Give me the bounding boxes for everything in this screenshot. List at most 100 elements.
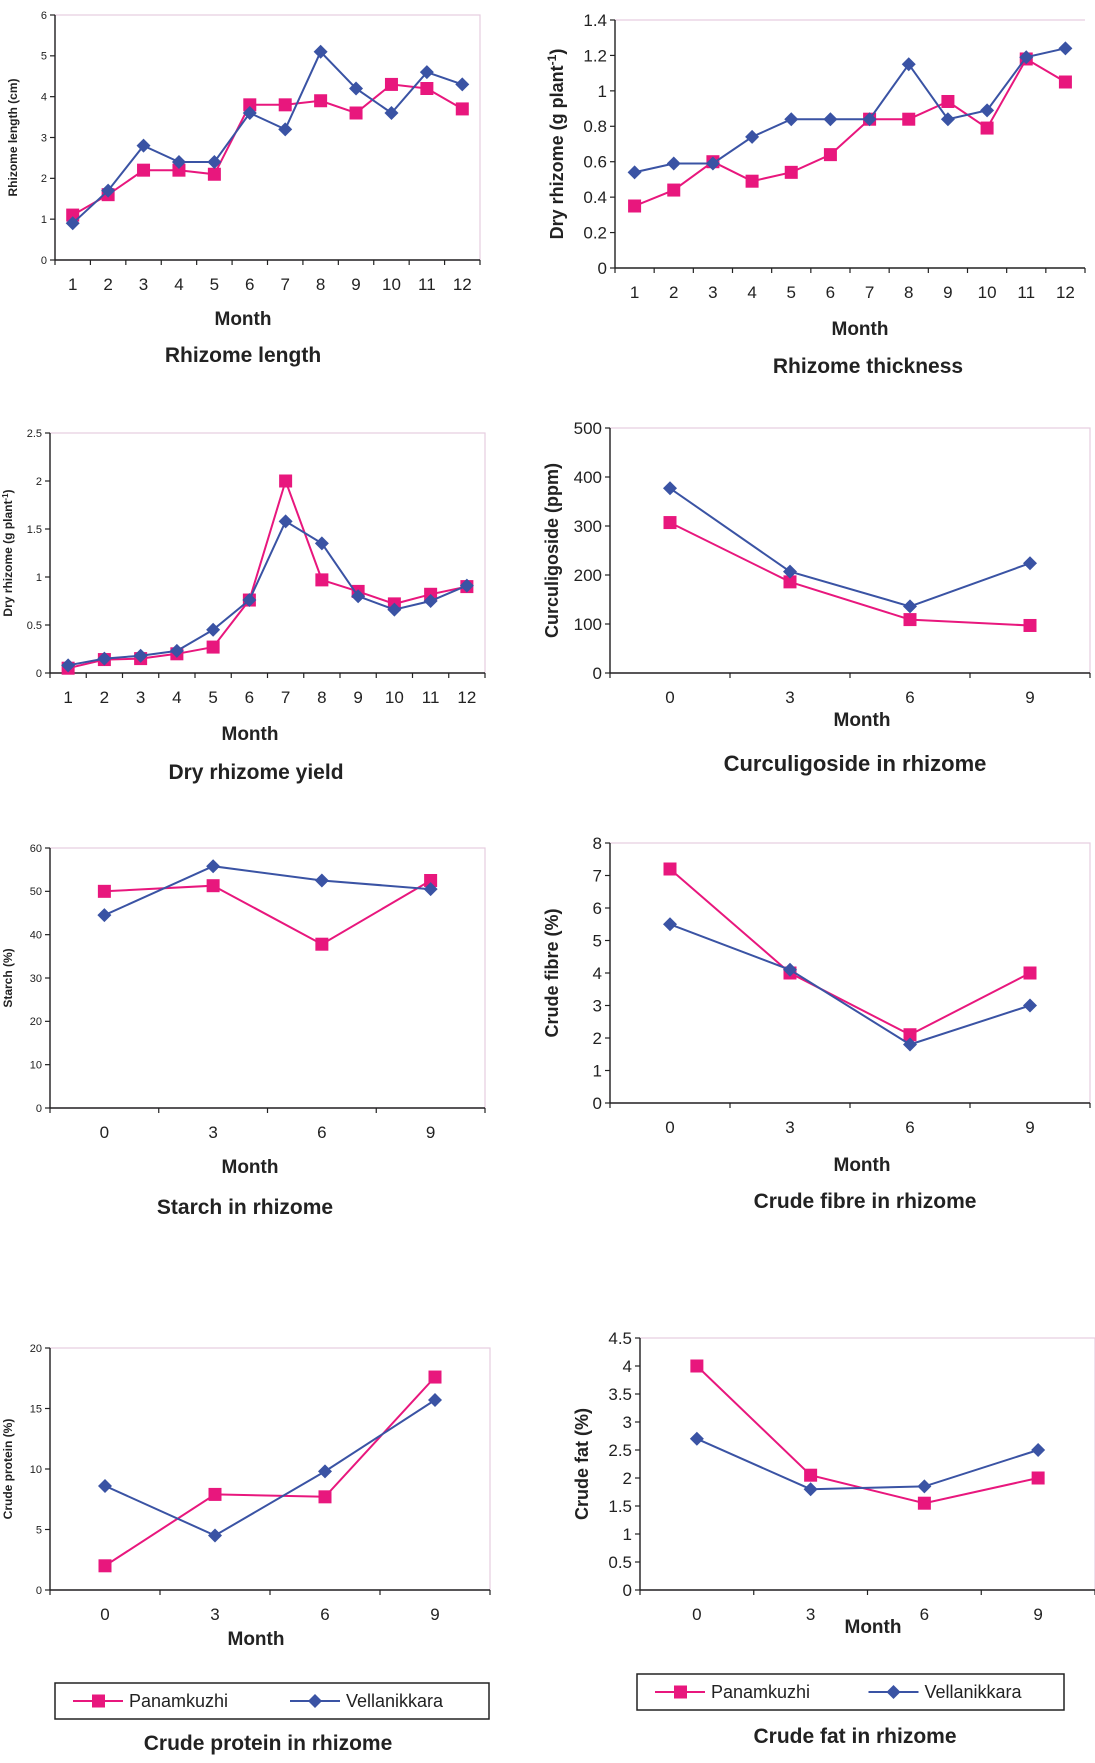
x-axis-label: Month: [834, 710, 891, 731]
x-tick-label: 9: [943, 283, 952, 302]
data-point-panamkuzhi: [66, 208, 80, 222]
data-point-panamkuzhi: [903, 613, 917, 627]
data-point-vellanikkara: [803, 1482, 818, 1497]
chart-crude-fibre: 0 1 2 3 4 5 6 7 8 0 3 6 9 Month Crude fibre (%) Crude f…: [542, 834, 1091, 1213]
y-tick-label: 20: [30, 1343, 42, 1355]
x-tick-label: 3: [210, 1605, 219, 1624]
legend-frame: [54, 1682, 490, 1720]
x-tick-label: 0: [692, 1605, 701, 1624]
x-tick-label: 0: [100, 1605, 109, 1624]
chart-title: Curculigoside in rhizome: [724, 751, 987, 776]
y-tick-label: 6: [593, 899, 602, 918]
x-tick-label: 0: [665, 688, 674, 707]
x-tick-label: 11: [418, 275, 436, 294]
chart-title: Crude fibre in rhizome: [754, 1190, 977, 1213]
data-point-vellanikkara: [428, 1393, 442, 1408]
y-tick-label: 400: [574, 468, 602, 487]
legend-label-panamkuzhi: Panamkuzhi: [129, 1691, 228, 1711]
y-tick-label: 3: [623, 1413, 632, 1432]
x-tick-label: 3: [785, 1118, 794, 1137]
data-point-vellanikkara: [459, 578, 474, 593]
y-tick-label: 0: [593, 664, 602, 683]
data-point-vellanikkara: [783, 962, 797, 977]
x-axis-label: Month: [215, 309, 272, 330]
chart-rhizome-thickness: 00.20.40.60.811.21.41 2 3 4 5 6 7 8 9 10 11 12Month…: [545, 11, 1086, 378]
x-tick-label: 3: [136, 688, 145, 707]
data-point-vellanikkara: [242, 593, 257, 608]
x-tick-label: 8: [904, 283, 913, 302]
data-point-panamkuzhi: [349, 106, 363, 120]
series-line-panamkuzhi: [104, 1376, 436, 1567]
y-tick-label: 0.6: [583, 153, 607, 172]
series-line-panamkuzhi: [634, 57, 1066, 207]
y-axis-label: Crude fibre (%): [542, 908, 562, 1037]
data-point-vellanikkara: [1023, 556, 1037, 571]
x-tick-label: 0: [100, 1123, 109, 1142]
data-point-panamkuzhi: [424, 874, 438, 887]
data-point-vellanikkara: [980, 103, 995, 118]
y-tick-label: 2: [36, 476, 42, 488]
x-tick-label: 6: [245, 688, 254, 707]
y-tick-label: 10: [30, 1060, 42, 1072]
y-axis-label: Curculigoside (ppm): [542, 463, 562, 638]
x-tick-label: 6: [245, 275, 254, 294]
series-line-panamkuzhi: [67, 477, 468, 670]
x-tick-label: 11: [422, 688, 440, 707]
y-tick-label: 1.5: [608, 1497, 632, 1516]
y-tick-label: 1.2: [583, 46, 607, 65]
data-point-panamkuzhi: [278, 98, 292, 112]
data-point-panamkuzhi: [628, 199, 642, 213]
chart-title: Crude protein in rhizome: [144, 1732, 393, 1755]
data-point-vellanikkara: [314, 873, 329, 888]
data-point-panamkuzhi: [206, 640, 220, 654]
data-point-panamkuzhi: [690, 1359, 704, 1373]
series-line-panamkuzhi: [104, 879, 432, 946]
x-tick-label: 4: [747, 283, 756, 302]
y-tick-label: 40: [30, 930, 42, 942]
y-tick-label: 4.5: [608, 1329, 632, 1348]
x-tick-label: 2: [100, 688, 109, 707]
x-tick-label: 6: [317, 1123, 326, 1142]
series-line-vellanikkara: [103, 865, 431, 917]
x-tick-label: 2: [103, 275, 112, 294]
legend-right: Panamkuzhi Vellanikkara: [636, 1673, 1065, 1711]
y-axis-label: Rhizome length (cm): [6, 78, 20, 196]
y-tick-label: 500: [574, 419, 602, 438]
data-point-vellanikkara: [940, 112, 955, 127]
data-point-panamkuzhi: [420, 82, 434, 95]
data-point-vellanikkara: [349, 81, 364, 96]
x-tick-label: 3: [208, 1123, 217, 1142]
x-tick-label: 12: [1056, 283, 1075, 302]
data-point-panamkuzhi: [315, 573, 329, 587]
y-tick-label: 0: [623, 1581, 632, 1600]
y-tick-label: 7: [593, 866, 602, 885]
data-point-panamkuzhi: [663, 516, 677, 530]
y-tick-label: 300: [574, 517, 602, 536]
data-point-panamkuzhi: [137, 163, 151, 177]
x-tick-label: 8: [316, 275, 325, 294]
data-point-vellanikkara: [314, 536, 329, 551]
y-tick-label: 4: [593, 964, 602, 983]
y-tick-label: 1: [593, 1061, 602, 1080]
data-point-panamkuzhi: [279, 474, 293, 488]
x-tick-label: 7: [280, 275, 289, 294]
data-point-panamkuzhi: [980, 121, 994, 135]
data-point-vellanikkara: [97, 651, 112, 666]
data-point-vellanikkara: [278, 514, 293, 529]
x-tick-label: 10: [385, 688, 404, 707]
data-point-panamkuzhi: [1023, 966, 1037, 980]
data-point-vellanikkara: [862, 112, 877, 127]
x-tick-label: 6: [905, 688, 914, 707]
y-tick-label: 10: [30, 1464, 42, 1476]
y-tick-label: 4: [623, 1357, 632, 1376]
x-tick-label: 6: [905, 1118, 914, 1137]
data-point-panamkuzhi: [902, 112, 916, 126]
data-point-vellanikkara: [1058, 41, 1073, 56]
x-tick-label: 8: [317, 688, 326, 707]
data-point-panamkuzhi: [207, 167, 221, 181]
data-point-vellanikkara: [242, 106, 257, 120]
y-tick-label: 5: [36, 1524, 42, 1536]
